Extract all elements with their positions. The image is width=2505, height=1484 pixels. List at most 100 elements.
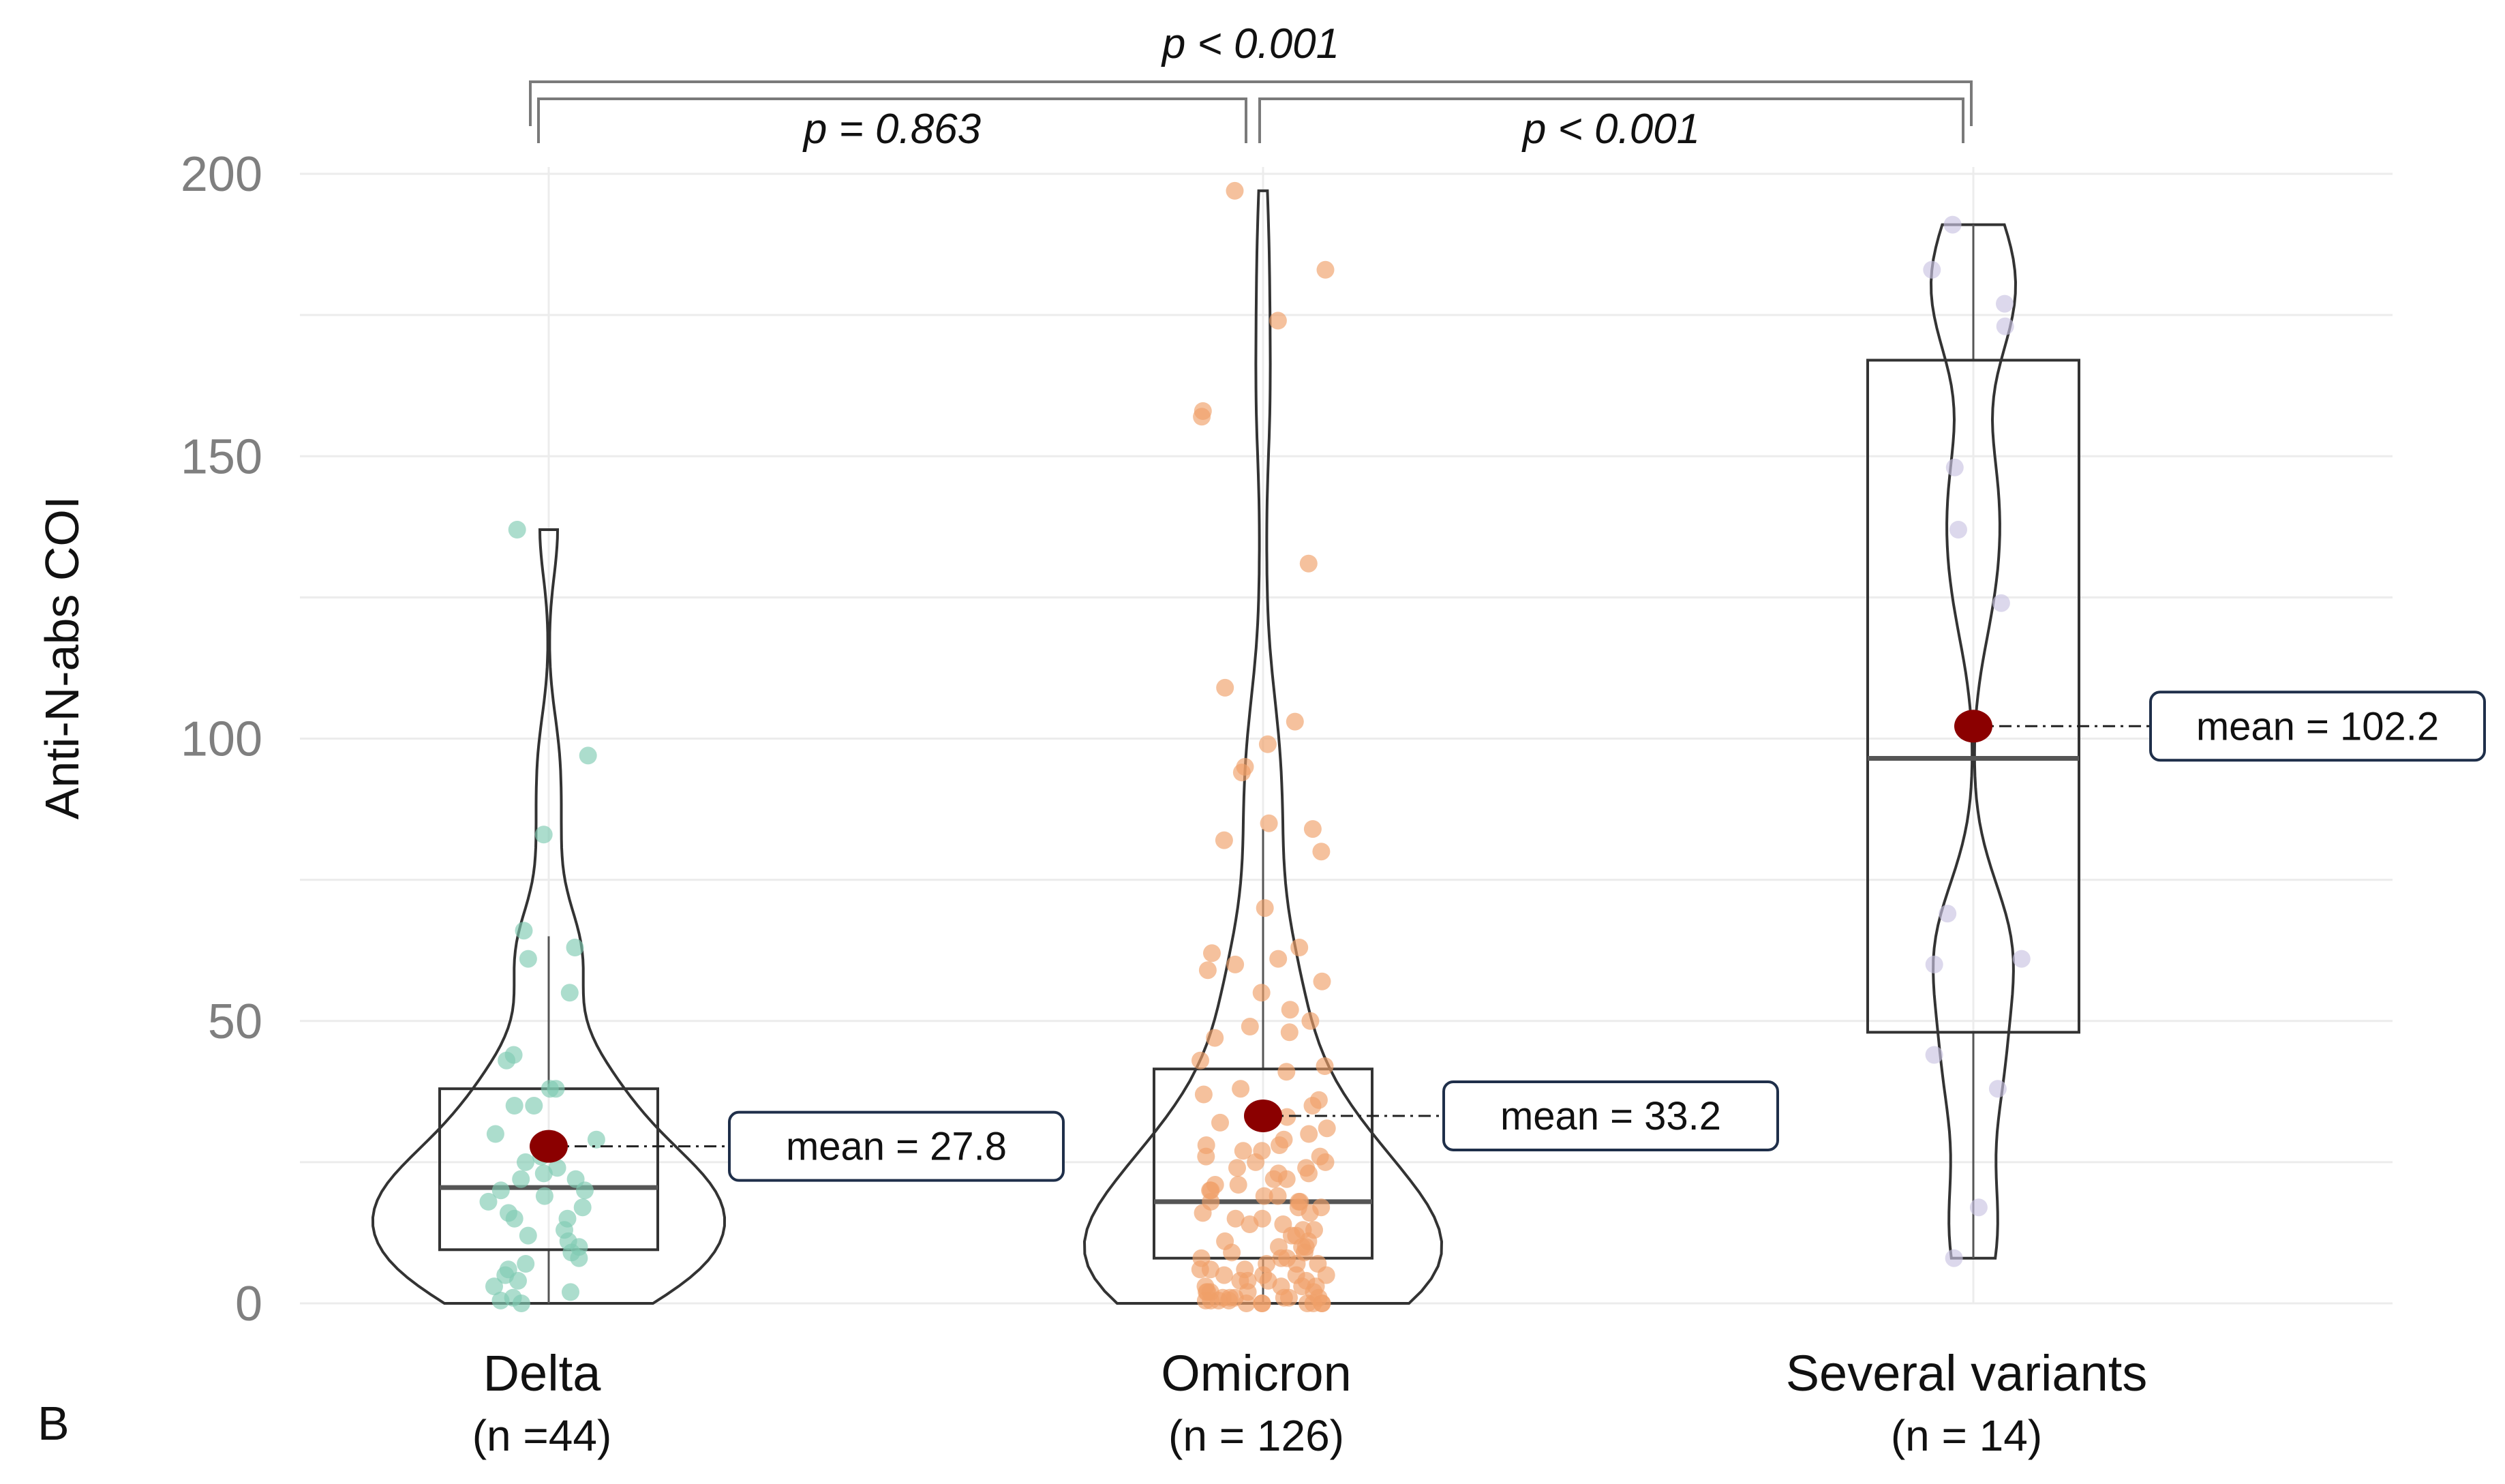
data-point [1252,984,1271,1002]
data-point [1945,458,1964,476]
data-point [1215,831,1233,849]
data-point [485,1277,503,1296]
data-point [509,1271,527,1290]
data-point [517,1255,535,1273]
data-point [1241,1215,1259,1233]
data-point [1269,1187,1287,1205]
violin-layer [371,189,2018,1305]
y-tick-label: 100 [181,712,262,767]
mean-label: mean = 33.2 [1500,1094,1721,1138]
data-point [548,1159,566,1177]
mean-marker [530,1130,568,1163]
data-point [1241,1018,1259,1035]
data-point [1969,1198,1988,1217]
data-point [1232,1080,1250,1098]
category-label: Omicron [1161,1345,1352,1402]
data-point [566,939,584,956]
data-point [1258,735,1277,753]
data-point [1269,950,1288,968]
data-point [498,1051,516,1070]
y-tick-label: 150 [181,429,262,484]
data-point [1316,260,1335,279]
data-point [1939,905,1957,923]
data-point [1300,1164,1318,1183]
data-point [560,984,579,1002]
data-point [505,1097,523,1115]
data-point [1264,1170,1283,1188]
significance-bracket [529,80,1973,126]
data-point [1300,1125,1318,1143]
mean-label-box [2149,691,2486,762]
data-point [1277,1063,1296,1081]
data-point [1304,1294,1322,1312]
data-point [1269,312,1287,330]
data-point [1988,1080,2007,1098]
data-point [512,1170,530,1188]
data-point [1234,1142,1252,1160]
data-point [1299,554,1318,573]
data-point [486,1125,504,1143]
y-tick-label: 200 [181,147,262,202]
data-point [1194,1204,1212,1222]
data-point [1191,1051,1209,1070]
data-point [525,1097,543,1115]
p-value-label: p < 0.001 [1521,106,1700,153]
data-point [534,1164,553,1183]
data-point [1925,955,1943,973]
data-point [1313,972,1331,990]
data-point [579,746,597,765]
y-axis-label: Anti-N-abs COI [35,496,89,820]
data-point [491,1291,510,1309]
data-point [576,1181,594,1200]
data-point [1277,1170,1296,1188]
data-point [1197,1147,1215,1166]
data-point [573,1198,592,1217]
data-point [1278,1108,1296,1126]
data-point [1198,961,1217,980]
data-point [562,1283,579,1301]
data-point [519,1226,537,1245]
data-point [1247,1153,1265,1171]
data-point [1193,408,1211,426]
count-label: (n = 14) [1891,1411,2042,1460]
data-point [570,1249,588,1267]
data-point [1228,1159,1246,1177]
data-point [491,1181,510,1200]
data-point [519,950,537,968]
violin-1 [1082,189,1444,1305]
bracket-layer: p < 0.001 p = 0.863 p < 0.001 [529,20,1973,153]
data-point [1303,1097,1322,1115]
data-point [1255,1187,1273,1205]
data-point [1992,594,2010,612]
data-point [1312,843,1331,861]
category-label: Delta [483,1345,602,1402]
significance-bracket [1258,97,1964,143]
category-label: Several variants [1786,1345,2148,1402]
data-point [1316,1057,1334,1075]
data-point [1303,820,1322,838]
data-point [1215,1266,1233,1284]
data-point [1226,955,1245,973]
mean-marker [1954,710,1992,743]
data-point [1286,712,1304,731]
data-point [505,1209,523,1228]
data-point [1925,1046,1943,1064]
data-point [1281,1001,1299,1019]
box [1866,359,2080,1034]
data-point [1945,1249,1963,1267]
mean-label: mean = 27.8 [786,1125,1007,1169]
data-point [517,1153,534,1171]
data-point [1194,1085,1213,1104]
data-point [1923,260,1941,279]
mean-label: mean = 102.2 [2196,704,2439,748]
significance-bracket [537,97,1247,143]
data-point [1223,1243,1241,1262]
data-point [1282,1226,1301,1245]
data-point [1226,181,1244,200]
label-layer: 0 50 100 150 200 Delta (n =44) Omicron (n = 126)… [181,147,2147,1460]
mean-marker [1244,1099,1282,1132]
data-point [1201,1260,1219,1279]
data-point [1301,1012,1320,1030]
data-point [1229,1176,1247,1194]
